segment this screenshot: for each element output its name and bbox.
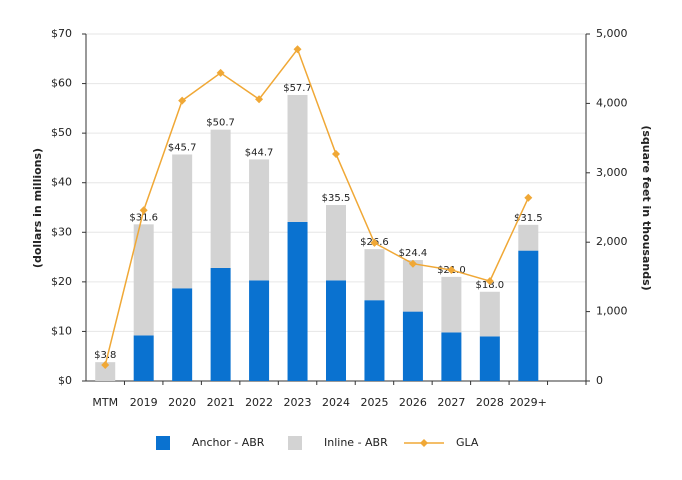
bar-segment <box>518 224 539 251</box>
y-tick-label: $0 <box>58 374 72 387</box>
gla-marker <box>139 206 148 215</box>
value-label: $3.8 <box>94 350 116 361</box>
y-tick-label: $30 <box>51 225 72 238</box>
gla-marker <box>524 193 533 202</box>
bar-segment <box>326 280 346 381</box>
bar-segment <box>287 94 308 222</box>
y-tick-label: $50 <box>51 126 72 139</box>
gla-marker <box>216 68 225 77</box>
legend-label: Inline - ABR <box>324 436 388 449</box>
legend-marker <box>420 439 428 447</box>
legend-label: GLA <box>456 436 479 449</box>
bar-segment <box>441 276 462 333</box>
x-tick-label: MTM <box>92 396 118 409</box>
x-tick-label: 2027 <box>437 396 465 409</box>
bar-segment <box>133 224 154 336</box>
legend-label: Anchor - ABR <box>192 436 265 449</box>
value-label: $50.7 <box>206 118 235 129</box>
x-tick-label: 2028 <box>476 396 504 409</box>
y-tick-label: $70 <box>51 27 72 40</box>
gla-marker <box>447 265 456 274</box>
value-label: $31.5 <box>514 213 543 224</box>
gla-line <box>104 47 529 366</box>
gla-marker <box>408 259 417 268</box>
value-label: $31.6 <box>129 212 158 223</box>
bar-segment <box>479 291 500 337</box>
gla-marker <box>332 150 340 159</box>
legend-swatch <box>288 436 302 450</box>
bar-segment <box>210 267 231 381</box>
y-tick-label: $10 <box>51 324 72 337</box>
y-tick-label: $20 <box>51 275 72 288</box>
x-tick-label: 2029+ <box>510 396 547 409</box>
value-label: $35.5 <box>322 193 351 204</box>
x-tick-label: 2023 <box>284 396 312 409</box>
gla-marker <box>255 95 264 104</box>
legend-swatch <box>156 436 170 450</box>
x-tick-label: 2020 <box>168 396 196 409</box>
bar-segment <box>172 288 193 381</box>
gla-marker <box>178 96 187 105</box>
x-tick-label: 2026 <box>399 396 427 409</box>
gla-marker <box>370 238 379 247</box>
y2-tick-label: 4,000 <box>596 96 628 109</box>
bar-segment <box>95 362 116 381</box>
bar-segment <box>210 129 231 268</box>
bar-segment <box>172 154 193 289</box>
y2-tick-label: 1,000 <box>596 305 628 318</box>
bar-segment <box>364 300 385 381</box>
x-tick-label: 2025 <box>360 396 388 409</box>
y-axis-title: (dollars in millions) <box>31 148 44 268</box>
value-label: $18.0 <box>476 280 505 291</box>
value-label: $45.7 <box>168 142 197 153</box>
y-tick-label: $60 <box>51 77 72 90</box>
gla-marker <box>293 45 302 54</box>
gla-marker <box>101 361 110 370</box>
x-tick-label: 2021 <box>207 396 235 409</box>
y2-tick-label: 0 <box>596 374 603 387</box>
x-tick-label: 2019 <box>130 396 158 409</box>
x-tick-label: 2024 <box>322 396 350 409</box>
bar-segment <box>249 280 270 381</box>
bar-segment <box>133 335 154 381</box>
bar-segment <box>441 332 462 381</box>
bar-segment <box>287 221 308 381</box>
bar-segment <box>402 311 423 381</box>
y2-tick-label: 5,000 <box>596 27 628 40</box>
value-label: $44.7 <box>245 147 274 158</box>
value-label: $24.4 <box>399 248 428 259</box>
x-tick-label: 2022 <box>245 396 273 409</box>
bar-segment <box>518 250 539 381</box>
bar-segment <box>479 336 500 381</box>
bar-segment <box>326 205 346 281</box>
gla-marker <box>485 277 494 286</box>
y-tick-label: $40 <box>51 176 72 189</box>
bar-segment <box>249 159 270 281</box>
y2-tick-label: 2,000 <box>596 235 628 248</box>
bar-segment <box>364 249 385 301</box>
y2-tick-label: 3,000 <box>596 166 628 179</box>
bar-segment <box>402 260 423 312</box>
y2-axis-title: (square feet in thousands) <box>640 125 653 290</box>
value-label: $57.7 <box>283 83 312 94</box>
